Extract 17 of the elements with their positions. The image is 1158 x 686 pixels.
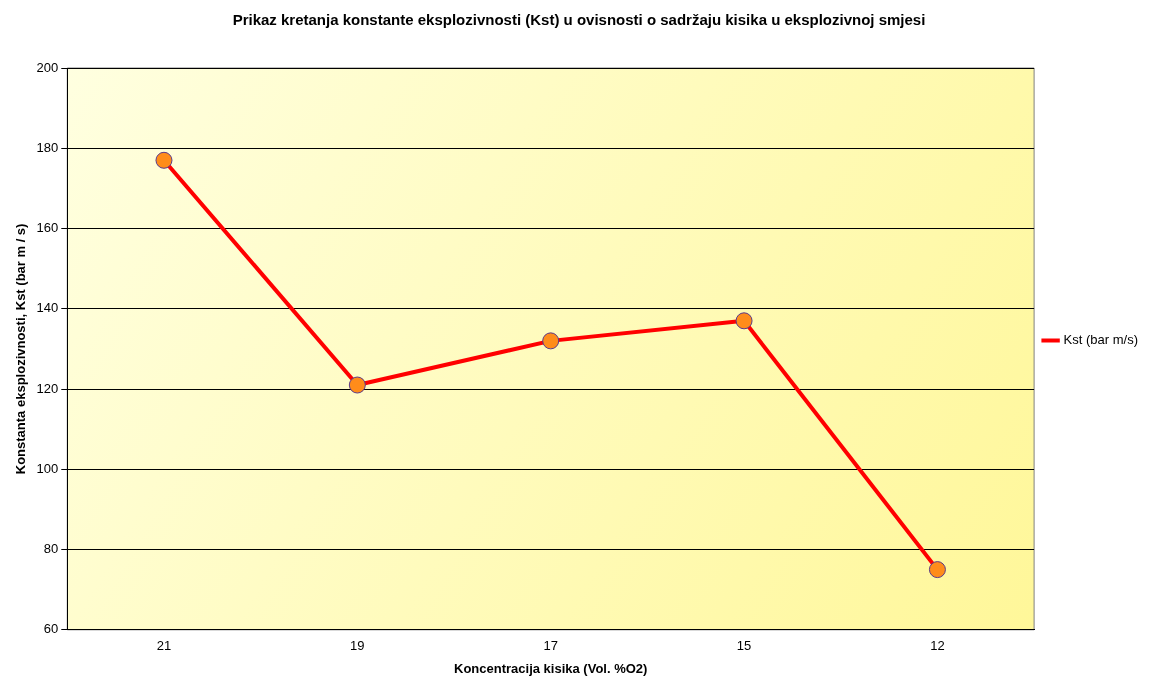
y-axis-title: Konstanta eksplozivnosti, Kst (bar m / s) — [13, 223, 29, 475]
y-tick-label: 80 — [43, 541, 59, 557]
y-tick-label: 200 — [36, 59, 59, 75]
x-tick-label: 12 — [930, 638, 945, 654]
y-tick-label: 160 — [36, 220, 59, 236]
y-tick-label: 60 — [43, 621, 59, 637]
x-tick-label: 19 — [350, 638, 365, 654]
legend-label: Kst (bar m/s) — [1063, 332, 1139, 348]
y-tick-label: 120 — [36, 380, 59, 396]
x-tick-label: 21 — [156, 638, 172, 654]
y-tick-label: 140 — [36, 300, 59, 316]
y-tick-label: 100 — [36, 460, 59, 476]
x-tick-label: 17 — [543, 638, 558, 654]
chart-title: Prikaz kretanja konstante eksplozivnosti (Kst) u ovisnosti o sadržaju kisika u eksplozivnoj smjesi — [232, 11, 926, 29]
x-tick-label: 15 — [736, 638, 752, 654]
x-axis-title: Koncentracija kisika (Vol. %O2) — [454, 660, 648, 676]
y-tick-label: 180 — [36, 139, 59, 155]
